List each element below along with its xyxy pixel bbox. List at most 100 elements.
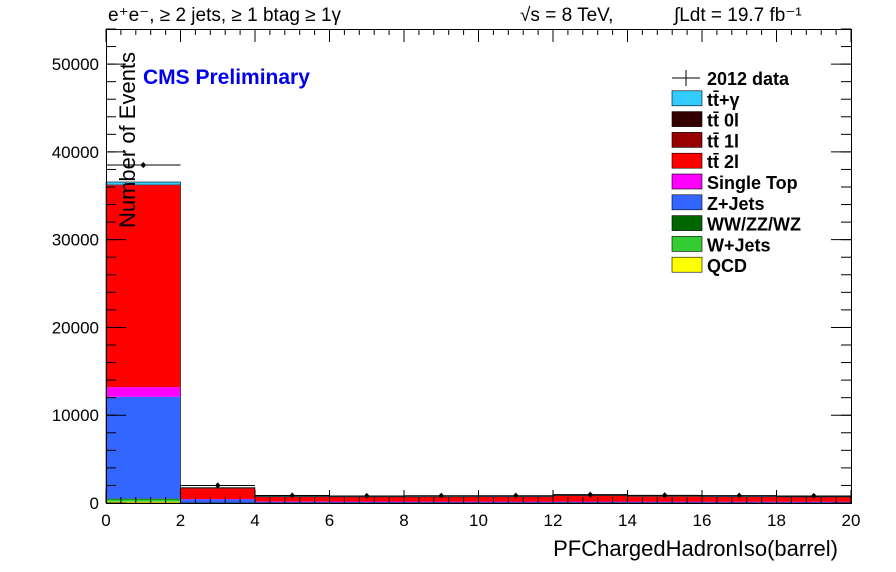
legend-label-1: tt̄ 0l bbox=[707, 111, 739, 131]
bar-series-3-bin-8 bbox=[702, 501, 777, 503]
legend-label-3: tt̄ 2l bbox=[707, 152, 739, 172]
bar-series-3-bin-3 bbox=[329, 501, 404, 503]
bar-series-3-bin-6 bbox=[553, 501, 628, 503]
legend-label-6: WW/ZZ/WZ bbox=[707, 215, 801, 235]
data-point-1 bbox=[215, 483, 220, 488]
legend-label-data: 2012 data bbox=[707, 69, 790, 89]
legend-entry-8: QCD bbox=[671, 256, 747, 276]
legend-entry-2: tt̄ 1l bbox=[671, 131, 739, 151]
y-axis: 0 10000 20000 30000 40000 50000 bbox=[52, 28, 851, 513]
x-tick-label-2: 4 bbox=[250, 511, 259, 530]
x-tick-label-4: 8 bbox=[399, 511, 408, 530]
bar-series-3-bin-2 bbox=[255, 501, 330, 503]
x-tick-label-7: 14 bbox=[618, 511, 637, 530]
bar-series-4-bin-2 bbox=[255, 501, 330, 502]
legend-swatch-8 bbox=[671, 256, 703, 273]
legend-entry-4: Single Top bbox=[671, 173, 798, 193]
x-axis-label: PFChargedHadronIso(barrel) bbox=[553, 536, 838, 561]
y-tick-label-3: 30000 bbox=[52, 231, 99, 250]
bar-series-3-bin-9 bbox=[776, 501, 851, 503]
bar-series-5-bin-6 bbox=[553, 495, 628, 502]
x-tick-label-1: 2 bbox=[176, 511, 185, 530]
bar-series-3-bin-4 bbox=[404, 501, 479, 503]
legend-entry-data: 2012 data bbox=[672, 69, 790, 89]
legend-entry-1: tt̄ 0l bbox=[671, 111, 739, 131]
bar-series-5-bin-5 bbox=[478, 496, 553, 502]
legend-swatch-5 bbox=[671, 194, 703, 211]
bar-series-5-bin-7 bbox=[627, 496, 702, 502]
bar-series-4-bin-8 bbox=[702, 501, 777, 503]
y-tick-label-1: 10000 bbox=[52, 406, 99, 425]
bar-series-3-bin-5 bbox=[478, 501, 553, 503]
legend-label-2: tt̄ 1l bbox=[707, 131, 739, 151]
data-point-8 bbox=[737, 493, 742, 498]
x-tick-label-6: 12 bbox=[544, 511, 563, 530]
bar-series-4-bin-7 bbox=[627, 501, 702, 503]
data-point-3 bbox=[364, 493, 369, 499]
channel-label: e⁺e⁻, ≥ 2 jets, ≥ 1 btag ≥ 1γ bbox=[108, 5, 342, 26]
bar-series-2-bin-0 bbox=[106, 498, 181, 500]
legend-swatch-3 bbox=[671, 152, 703, 169]
legend-entry-6: WW/ZZ/WZ bbox=[671, 215, 801, 235]
x-tick-label-0: 0 bbox=[101, 511, 110, 530]
legend-swatch-0 bbox=[671, 90, 703, 107]
bar-series-3-bin-7 bbox=[627, 501, 702, 503]
x-axis: 0 2 4 6 8 10 12 14 16 18 20 bbox=[101, 29, 860, 530]
legend-label-7: W+Jets bbox=[707, 235, 771, 255]
bar-series-4-bin-6 bbox=[553, 501, 628, 503]
y-tick-label-2: 20000 bbox=[52, 318, 99, 337]
y-axis-label: Number of Events bbox=[115, 52, 140, 228]
legend-entry-5: Z+Jets bbox=[671, 194, 765, 214]
legend-label-5: Z+Jets bbox=[707, 194, 765, 214]
data-point-7 bbox=[662, 493, 667, 498]
bar-series-5-bin-1 bbox=[180, 487, 255, 499]
bar-series-3-bin-0 bbox=[106, 396, 181, 499]
legend-swatch-4 bbox=[671, 173, 703, 190]
x-tick-label-8: 16 bbox=[693, 511, 712, 530]
bar-series-5-bin-0 bbox=[106, 185, 181, 388]
legend-swatch-7 bbox=[671, 236, 703, 252]
data-point-0 bbox=[141, 162, 146, 168]
x-tick-label-9: 18 bbox=[767, 511, 786, 530]
bar-series-1-bin-0 bbox=[106, 499, 181, 502]
legend-swatch-1 bbox=[671, 111, 703, 127]
y-tick-label-0: 0 bbox=[90, 494, 99, 513]
bar-series-4-bin-4 bbox=[404, 501, 479, 503]
bar-series-3-bin-1 bbox=[180, 499, 255, 503]
legend-label-8: QCD bbox=[707, 256, 747, 276]
bar-series-4-bin-0 bbox=[106, 387, 181, 397]
bar-series-7-bin-0 bbox=[106, 184, 181, 186]
bar-series-4-bin-5 bbox=[478, 501, 553, 503]
data-point-5 bbox=[513, 493, 518, 498]
x-tick-label-5: 10 bbox=[469, 511, 488, 530]
bar-series-4-bin-1 bbox=[180, 498, 255, 500]
data-point-6 bbox=[588, 492, 593, 497]
legend-label-4: Single Top bbox=[707, 173, 798, 193]
bar-series-5-bin-2 bbox=[255, 496, 330, 502]
data-point-4 bbox=[439, 493, 444, 499]
y-tick-label-5: 50000 bbox=[52, 55, 99, 74]
bar-series-5-bin-3 bbox=[329, 496, 404, 502]
x-tick-label-3: 6 bbox=[325, 511, 334, 530]
bar-series-4-bin-9 bbox=[776, 501, 851, 503]
energy-label: √s = 8 TeV, bbox=[520, 5, 613, 26]
x-tick-label-10: 20 bbox=[842, 511, 861, 530]
legend-entry-0: tt̄+γ bbox=[671, 90, 740, 110]
legend-entry-7: W+Jets bbox=[671, 235, 771, 255]
data-point-2 bbox=[290, 493, 295, 498]
data-point-9 bbox=[811, 493, 816, 499]
legend-entry-3: tt̄ 2l bbox=[671, 152, 739, 172]
bar-series-0-bin-0 bbox=[106, 501, 181, 503]
bar-series-5-bin-8 bbox=[702, 496, 777, 502]
bar-series-5-bin-9 bbox=[776, 496, 851, 502]
lumi-label: ∫Ldt = 19.7 fb⁻¹ bbox=[673, 5, 802, 26]
y-tick-label-4: 40000 bbox=[52, 143, 99, 162]
bar-series-4-bin-3 bbox=[329, 501, 404, 503]
legend-label-0: tt̄+γ bbox=[707, 90, 740, 110]
bar-series-5-bin-4 bbox=[404, 496, 479, 502]
cms-preliminary-label: CMS Preliminary bbox=[143, 66, 310, 89]
legend-swatch-6 bbox=[671, 215, 703, 231]
data-points bbox=[106, 162, 851, 499]
